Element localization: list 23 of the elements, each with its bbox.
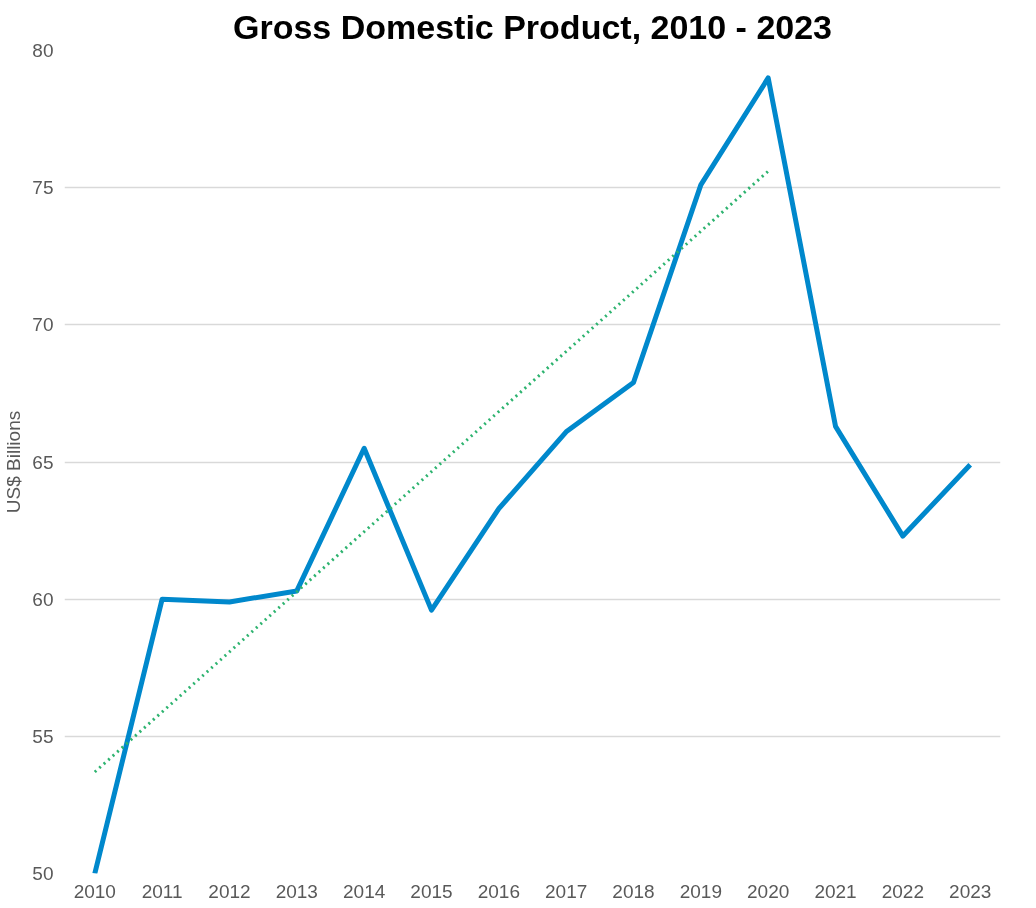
x-tick-label: 2019 xyxy=(679,880,722,902)
x-tick-label: 2023 xyxy=(949,880,992,902)
y-axis-title: US$ Billions xyxy=(3,410,25,514)
x-tick-label: 2017 xyxy=(545,880,588,902)
x-tick-label: 2015 xyxy=(410,880,453,902)
y-tick-label: 80 xyxy=(32,40,54,61)
x-tick-label: 2022 xyxy=(881,880,925,902)
x-tick-label: 2010 xyxy=(73,880,116,902)
y-tick-label: 65 xyxy=(32,451,54,473)
x-tick-label: 2018 xyxy=(612,880,655,902)
x-tick-label: 2021 xyxy=(814,880,857,902)
y-tick-label: 75 xyxy=(32,177,54,199)
x-tick-label: 2012 xyxy=(208,880,251,902)
x-tick-label: 2020 xyxy=(747,880,790,902)
y-tick-label: 60 xyxy=(32,588,54,610)
x-tick-label: 2013 xyxy=(275,880,318,902)
x-tick-label: 2011 xyxy=(141,880,183,902)
x-tick-label: 2016 xyxy=(477,880,520,902)
y-tick-label: 55 xyxy=(32,725,54,747)
x-tick-label: 2014 xyxy=(343,880,386,902)
y-tick-label: 50 xyxy=(32,863,54,884)
y-tick-label: 70 xyxy=(32,314,54,336)
chart-title: Gross Domestic Product, 2010 - 2023 xyxy=(232,7,833,46)
